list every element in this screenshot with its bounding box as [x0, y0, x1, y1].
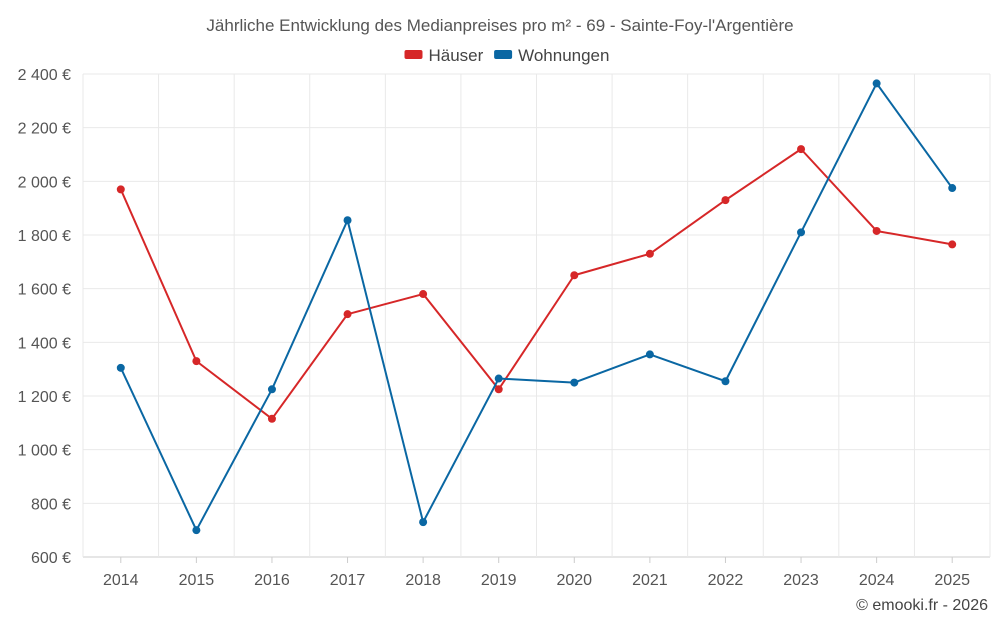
legend: Häuser Wohnungen: [404, 46, 609, 65]
y-tick-label: 2 400 €: [18, 67, 71, 84]
x-tick-label: 2025: [934, 572, 970, 589]
series-line: [119, 82, 954, 532]
data-point: [645, 350, 654, 359]
y-tick-label: 1 000 €: [18, 443, 71, 460]
x-axis: 2014 2015 2016 2017 2018 2019 2020 2021 2022 2023…: [103, 557, 970, 589]
data-point: [570, 271, 579, 280]
y-tick-label: 800 €: [31, 496, 71, 513]
data-point: [948, 240, 957, 249]
data-point: [494, 374, 503, 383]
x-tick-label: 2014: [103, 572, 139, 589]
data-point: [116, 185, 125, 194]
x-tick-label: 2019: [481, 572, 517, 589]
data-point: [419, 290, 428, 299]
x-tick-label: 2023: [783, 572, 819, 589]
x-tick-label: 2020: [556, 572, 592, 589]
y-axis: 600 € 800 € 1 000 € 1 200 € 1 400 € 1 600 € 1 …: [18, 67, 71, 567]
y-tick-label: 2 200 €: [18, 121, 71, 138]
x-tick-label: 2024: [859, 572, 895, 589]
legend-swatch: [404, 50, 423, 59]
data-point: [721, 377, 730, 386]
data-point: [116, 363, 125, 372]
x-tick-label: 2018: [405, 572, 441, 589]
series-line: [119, 148, 953, 420]
data-point: [192, 357, 201, 366]
x-tick-label: 2021: [632, 572, 668, 589]
series-layer: [116, 79, 957, 535]
data-point: [645, 249, 654, 258]
series-wohnungen: [116, 79, 957, 535]
x-tick-label: 2016: [254, 572, 290, 589]
data-point: [419, 518, 428, 527]
x-tick-label: 2015: [179, 572, 215, 589]
data-point: [267, 385, 276, 394]
data-point: [192, 526, 201, 535]
data-point: [872, 79, 881, 88]
legend-label: Häuser: [429, 46, 484, 65]
y-tick-label: 1 400 €: [18, 335, 71, 352]
data-point: [797, 145, 806, 154]
legend-item-wohnungen[interactable]: Wohnungen: [494, 46, 609, 65]
y-tick-label: 1 800 €: [18, 228, 71, 245]
x-tick-label: 2017: [330, 572, 366, 589]
grid: [82, 73, 991, 558]
data-point: [721, 196, 730, 205]
legend-label: Wohnungen: [518, 46, 609, 65]
y-tick-label: 1 200 €: [18, 389, 71, 406]
y-tick-label: 1 600 €: [18, 282, 71, 299]
data-point: [797, 228, 806, 237]
data-point: [343, 216, 352, 225]
data-point: [570, 378, 579, 387]
x-tick-label: 2022: [708, 572, 744, 589]
copyright-footer: © emooki.fr - 2026: [856, 597, 988, 614]
chart-title: Jährliche Entwicklung des Medianpreises …: [206, 16, 793, 35]
y-tick-label: 2 000 €: [18, 174, 71, 191]
legend-swatch: [494, 50, 513, 59]
data-point: [872, 226, 881, 235]
y-tick-label: 600 €: [31, 550, 71, 567]
data-point: [494, 385, 503, 394]
data-point: [343, 310, 352, 319]
legend-item-h-user[interactable]: Häuser: [404, 46, 484, 65]
data-point: [948, 184, 957, 193]
data-point: [267, 414, 276, 423]
series-h-user: [116, 145, 957, 423]
